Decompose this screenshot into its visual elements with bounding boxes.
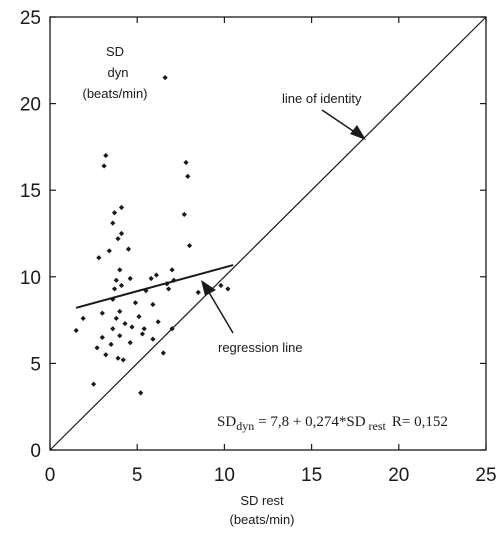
data-point <box>113 315 119 321</box>
data-point <box>153 272 159 278</box>
data-point <box>181 211 187 218</box>
data-point <box>117 267 123 273</box>
data-point <box>195 289 201 295</box>
y-tick-label: 5 <box>30 354 41 375</box>
data-point <box>99 334 105 341</box>
data-point <box>125 246 132 252</box>
identity-label: line of identity <box>282 91 362 106</box>
data-point <box>103 352 109 358</box>
data-point <box>118 204 125 211</box>
identity-arrow-head <box>350 125 366 140</box>
data-point <box>127 340 133 346</box>
data-point <box>113 277 119 283</box>
data-point <box>106 248 112 254</box>
data-point <box>186 243 193 249</box>
data-point <box>165 286 172 292</box>
x-tick-label: 20 <box>388 465 409 486</box>
data-point <box>120 357 126 363</box>
data-point <box>169 267 175 273</box>
data-point <box>94 345 100 351</box>
data-point <box>101 163 107 169</box>
data-point <box>138 390 144 396</box>
y-label-line3: (beats/min) <box>82 86 147 101</box>
axis-ticks <box>49 16 487 451</box>
data-point <box>96 255 102 261</box>
y-tick-label: 20 <box>20 95 41 116</box>
y-label-line1: SD <box>106 44 124 59</box>
data-point <box>111 286 118 292</box>
data-point <box>150 336 156 342</box>
regression-line <box>75 264 234 309</box>
data-point <box>110 296 116 302</box>
data-point <box>160 350 166 356</box>
formula-lhs-sub: dyn <box>236 419 254 433</box>
regression-arrow-shaft <box>206 288 234 334</box>
data-point <box>225 286 231 292</box>
regression-arrow-head <box>201 280 216 296</box>
formula-lhs: SD <box>217 414 236 430</box>
data-point <box>110 220 116 226</box>
data-point <box>143 288 149 294</box>
data-point <box>141 326 147 332</box>
y-tick-label: 0 <box>30 441 41 462</box>
data-point <box>111 210 118 216</box>
data-point <box>91 381 97 387</box>
x-label-line2: (beats/min) <box>229 512 294 527</box>
data-point <box>136 314 142 320</box>
data-point <box>115 236 121 242</box>
regression-label: regression line <box>218 340 303 355</box>
plot-frame <box>49 16 487 451</box>
data-point <box>99 310 105 316</box>
data-point <box>155 319 161 325</box>
y-tick-label: 10 <box>20 268 41 289</box>
data-point <box>164 281 170 287</box>
identity-line <box>49 16 487 451</box>
data-point <box>218 282 224 289</box>
x-tick-label: 15 <box>301 465 322 486</box>
data-point <box>183 159 189 166</box>
data-point <box>139 331 146 337</box>
formula-r: R= 0,152 <box>392 414 448 430</box>
data-point <box>117 308 123 315</box>
data-point <box>129 324 135 330</box>
data-point <box>117 333 123 339</box>
data-point <box>108 341 114 347</box>
x-label-line1: SD rest <box>240 493 284 508</box>
data-point <box>103 152 109 159</box>
data-point <box>80 315 86 321</box>
data-point <box>185 173 191 179</box>
y-tick-label: 25 <box>20 8 41 29</box>
data-point <box>73 327 79 334</box>
data-point <box>171 277 177 283</box>
data-point <box>150 301 156 308</box>
x-tick-label: 25 <box>475 465 496 486</box>
data-point <box>132 300 139 306</box>
data-point <box>148 275 154 282</box>
formula-rhs-sub: rest <box>369 419 387 433</box>
x-tick-label: 10 <box>214 465 235 486</box>
data-point <box>169 326 175 332</box>
data-point <box>110 326 116 332</box>
regression-formula: SDdyn = 7,8 + 0,274*SD rest R= 0,152 <box>217 414 448 433</box>
y-tick-labels: 0 5 10 15 20 25 <box>20 8 41 462</box>
x-tick-labels: 0 5 10 15 20 25 <box>45 465 497 486</box>
data-point <box>118 230 125 237</box>
formula-middle: = 7,8 + 0,274*SD <box>258 414 366 430</box>
y-label-line2: dyn <box>108 65 129 80</box>
data-point <box>127 275 133 282</box>
data-point <box>115 355 121 361</box>
x-tick-label: 0 <box>45 465 56 486</box>
data-points <box>73 75 231 396</box>
data-point <box>118 282 125 289</box>
x-tick-label: 5 <box>132 465 143 486</box>
data-point <box>122 320 128 327</box>
data-point <box>162 75 168 81</box>
y-tick-label: 15 <box>20 181 41 202</box>
